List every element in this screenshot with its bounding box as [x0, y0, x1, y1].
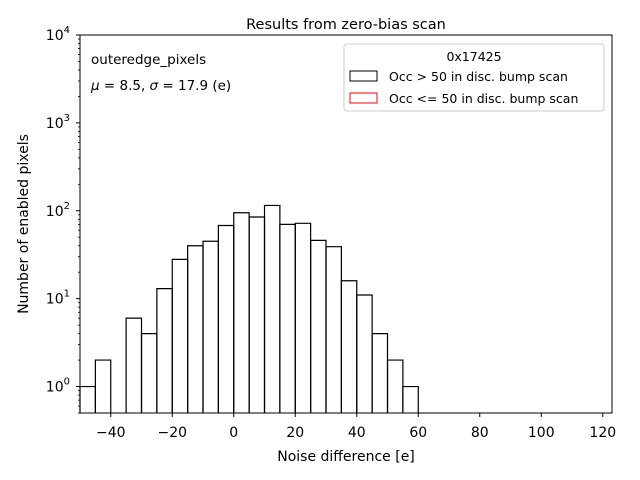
legend-swatch-occ-le-50	[349, 92, 378, 104]
x-tick-label-7: 100	[528, 425, 555, 441]
x-tick-label-5: 60	[409, 425, 427, 441]
x-tick-label-0: −40	[96, 425, 126, 441]
histogram-bar-0-13	[279, 223, 296, 413]
x-tick-label-2: 0	[229, 425, 238, 441]
histogram-bar-0-5	[156, 288, 173, 413]
histogram-bar-0-16	[325, 246, 342, 413]
x-axis-label: Noise difference [e]	[277, 449, 415, 465]
y-tick-label-1: 101	[46, 289, 70, 308]
histogram-bar-0-1	[94, 359, 112, 413]
chart-title: Results from zero-bias scan	[246, 17, 446, 33]
histogram-bar-0-20	[386, 359, 404, 413]
legend: 0x17425 Occ > 50 in disc. bump scan Occ …	[343, 43, 605, 112]
x-tick-label-3: 20	[286, 425, 304, 441]
histogram-bar-0-10	[233, 212, 250, 413]
histogram-layer	[79, 204, 419, 413]
x-tick-label-6: 80	[471, 425, 489, 441]
y-tick-label-0: 100	[46, 377, 70, 396]
x-axis-ticks: −40 −20 0 20 40 60 80 100 120	[96, 413, 616, 441]
histogram-bar-0-15	[310, 239, 327, 413]
y-axis-ticks: 100 101 102 103 104	[46, 25, 80, 414]
legend-label-occ-le-50: Occ <= 50 in disc. bump scan	[389, 91, 578, 106]
legend-frame	[343, 43, 605, 112]
histogram-bar-0-3	[125, 317, 143, 413]
legend-swatch-occ-gt-50	[349, 70, 378, 82]
histogram-bar-0-19	[371, 333, 389, 413]
x-tick-label-1: −20	[157, 425, 187, 441]
x-tick-label-4: 40	[348, 425, 366, 441]
y-tick-label-2: 102	[46, 201, 70, 220]
plot-area	[79, 34, 613, 414]
histogram-bar-0-21	[402, 385, 419, 413]
histogram-bar-0-14	[294, 222, 312, 413]
histogram-bar-0-18	[356, 294, 373, 413]
histogram-bar-0-0	[79, 385, 96, 413]
histogram-bar-0-7	[187, 245, 204, 413]
x-tick-label-8: 120	[589, 425, 616, 441]
annotation-mean-sigma: μ = 8.5, σ = 17.9 (e)	[90, 78, 231, 94]
y-axis-label: Number of enabled pixels	[16, 134, 32, 314]
histogram-bar-0-17	[340, 280, 358, 413]
histogram-bar-0-6	[171, 258, 189, 413]
histogram-bar-0-8	[202, 240, 219, 413]
legend-title: 0x17425	[446, 49, 501, 64]
legend-label-occ-gt-50: Occ > 50 in disc. bump scan	[389, 69, 568, 84]
histogram-bar-0-12	[263, 204, 281, 413]
histogram-bar-0-11	[248, 216, 266, 413]
histogram-bar-0-9	[217, 224, 235, 413]
annotation-region-name: outeredge_pixels	[91, 52, 206, 68]
histogram-bar-0-4	[140, 333, 158, 413]
y-tick-label-3: 103	[46, 113, 70, 132]
y-tick-label-4: 104	[46, 25, 70, 44]
